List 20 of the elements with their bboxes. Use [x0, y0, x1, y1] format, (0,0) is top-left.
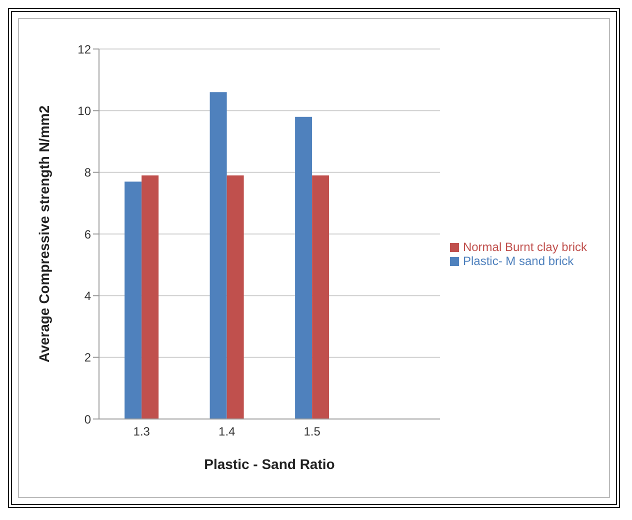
y-tick-label: 8: [84, 166, 92, 180]
y-tick-label: 0: [84, 412, 92, 426]
y-tick-label: 4: [84, 288, 92, 303]
x-tick-label: 1.3: [133, 424, 150, 439]
x-tick-label: 1.5: [304, 424, 321, 439]
bar: [226, 175, 244, 419]
y-tick-label: 2: [84, 350, 92, 365]
bar: [312, 175, 330, 419]
y-axis-title: Average Compressive strength N/mm2: [36, 105, 52, 363]
legend-label: Plastic- M sand brick: [462, 254, 574, 268]
y-tick-label: 6: [84, 227, 92, 242]
bar: [210, 92, 227, 419]
bar: [142, 175, 159, 419]
y-tick-label: 10: [78, 104, 92, 118]
x-axis-title: Plastic - Sand Ratio: [204, 456, 335, 472]
legend-label: Normal Burnt clay brick: [462, 240, 587, 254]
x-tick-label: 1.4: [218, 424, 236, 439]
bar: [124, 182, 142, 419]
bar: [295, 116, 312, 419]
y-tick-label: 12: [78, 42, 92, 56]
